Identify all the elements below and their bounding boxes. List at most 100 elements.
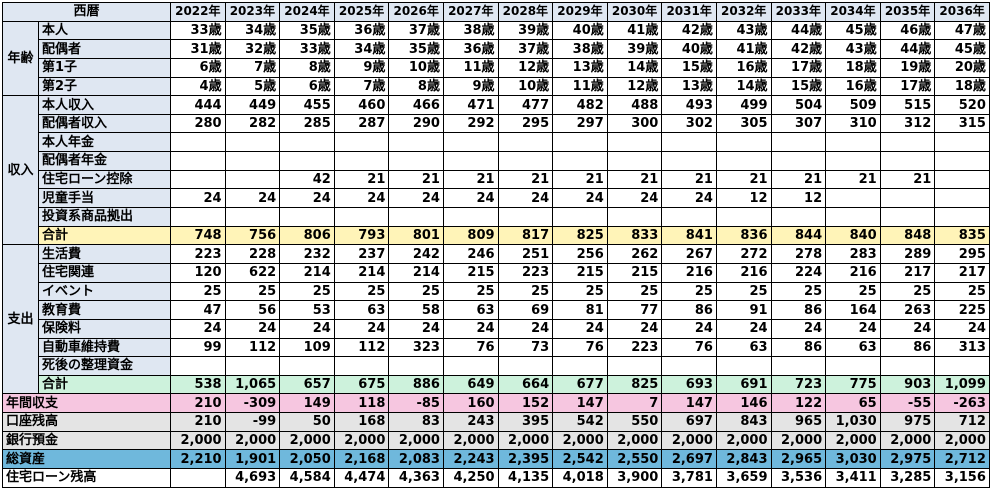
table-cell xyxy=(661,356,717,376)
table-cell: 272 xyxy=(715,244,772,264)
table-cell: 2,975 xyxy=(879,449,936,470)
table-cell: 223 xyxy=(606,337,663,358)
table-cell xyxy=(279,207,335,227)
table-cell: 8歳 xyxy=(388,76,444,97)
table-cell: 24 xyxy=(224,188,281,209)
table-cell: 4歳 xyxy=(170,76,226,97)
table-cell: 246 xyxy=(442,244,499,264)
table-cell: 482 xyxy=(552,95,608,115)
table-cell: 41歳 xyxy=(606,20,663,41)
table-cell: 2,000 xyxy=(934,430,990,451)
table-cell: 1,065 xyxy=(224,374,281,395)
table-cell: 21 xyxy=(715,169,772,190)
table-cell: 2,243 xyxy=(442,449,499,470)
table-cell: 43歳 xyxy=(825,39,881,59)
table-row: 配偶者 31歳 32歳 33歳 34歳 35歳 36歳 37歳 38歳 39歳 40歳 41歳 42歳 4… xyxy=(3,39,990,59)
table-cell: 295 xyxy=(497,113,554,134)
table-cell xyxy=(934,151,990,171)
table-cell: 15歳 xyxy=(770,76,827,97)
table-cell: 11歳 xyxy=(552,76,608,97)
table-cell xyxy=(715,151,772,171)
table-cell: 228 xyxy=(224,244,281,264)
table-cell: 1,901 xyxy=(224,449,281,470)
table-cell: 24 xyxy=(279,188,335,209)
row-label: 保険料 xyxy=(38,318,171,339)
year-header: 2030年 xyxy=(606,2,663,22)
table-cell: 3,285 xyxy=(879,468,936,488)
table-cell: 504 xyxy=(770,95,827,115)
table-cell: 836 xyxy=(715,225,772,246)
table-cell: 471 xyxy=(442,95,499,115)
table-cell xyxy=(279,356,335,376)
table-cell: 38歳 xyxy=(552,39,608,59)
table-cell: 77 xyxy=(606,300,663,320)
table-cell: 45歳 xyxy=(825,20,881,41)
row-label: 配偶者 xyxy=(38,39,171,59)
table-cell: 825 xyxy=(606,374,663,395)
table-cell: 24 xyxy=(442,318,499,339)
table-cell: 817 xyxy=(497,225,554,246)
table-cell: 477 xyxy=(497,95,554,115)
table-cell: 903 xyxy=(879,374,936,395)
table-cell: 7歳 xyxy=(224,57,281,78)
table-cell: 12歳 xyxy=(606,76,663,97)
table-cell: 18歳 xyxy=(825,57,881,78)
row-label: 配偶者年金 xyxy=(38,151,171,171)
table-cell: 24 xyxy=(442,188,499,209)
table-cell: 1,030 xyxy=(825,412,881,432)
table-cell: 300 xyxy=(606,113,663,134)
table-cell: 25 xyxy=(442,281,499,302)
row-label: 合計 xyxy=(38,225,171,246)
table-cell: 310 xyxy=(825,113,881,134)
table-cell xyxy=(770,132,827,153)
table-cell: 164 xyxy=(825,300,881,320)
year-header: 2034年 xyxy=(825,2,881,22)
table-cell xyxy=(661,132,717,153)
table-cell: 6歳 xyxy=(170,57,226,78)
table-cell: 35歳 xyxy=(279,20,335,41)
table-cell: 9歳 xyxy=(333,57,390,78)
table-cell xyxy=(825,151,881,171)
table-cell: 24 xyxy=(497,318,554,339)
year-header: 2032年 xyxy=(715,2,772,22)
table-cell xyxy=(825,207,881,227)
table-cell xyxy=(388,132,444,153)
table-row: 自動車維持費 99 112 109 112 323 76 73 76 223 76 63 86 63 86 3… xyxy=(3,337,990,358)
table-cell: 657 xyxy=(279,374,335,395)
table-cell xyxy=(715,132,772,153)
summary-row: 年間収支 210 -309 149 118 -85 160 152 147 7 147 146 122 6… xyxy=(2,393,990,414)
table-cell: 712 xyxy=(934,412,990,432)
table-cell: 168 xyxy=(333,412,390,432)
table-cell xyxy=(170,132,226,153)
year-header: 2035年 xyxy=(879,2,936,22)
table-cell: 13歳 xyxy=(661,76,717,97)
table-cell xyxy=(497,132,554,153)
table-cell xyxy=(333,132,390,153)
table-cell xyxy=(661,151,717,171)
table-cell xyxy=(825,132,881,153)
table-cell: 39歳 xyxy=(606,39,663,59)
table-cell: 2,697 xyxy=(661,449,717,470)
table-cell: 217 xyxy=(879,262,936,283)
table-cell: 47歳 xyxy=(934,20,990,41)
table-cell: 15歳 xyxy=(661,57,717,78)
table-cell: 232 xyxy=(279,244,335,264)
table-cell: 25 xyxy=(552,281,608,302)
table-cell: 31歳 xyxy=(170,39,226,59)
table-cell: 81 xyxy=(552,300,608,320)
table-cell: 76 xyxy=(442,337,499,358)
table-row: 第1子 6歳 7歳 8歳 9歳 10歳 11歳 12歳 13歳 14歳 15歳 16歳 17歳 18歳 19… xyxy=(3,57,990,78)
table-row: 年齢 本人 33歳 34歳 35歳 36歳 37歳 38歳 39歳 40歳 41歳 42歳 43歳 44歳… xyxy=(2,20,990,97)
table-cell: 21 xyxy=(770,169,827,190)
table-cell: 2,168 xyxy=(333,449,390,470)
table-cell: 21 xyxy=(552,169,608,190)
table-cell: 13歳 xyxy=(552,57,608,78)
year-header: 2025年 xyxy=(333,2,390,22)
table-cell: 283 xyxy=(825,244,881,264)
table-cell: 243 xyxy=(442,412,499,432)
table-cell: 152 xyxy=(497,393,554,414)
table-cell: 242 xyxy=(388,244,444,264)
table-cell: 76 xyxy=(661,337,717,358)
table-cell: 2,395 xyxy=(497,449,554,470)
table-cell xyxy=(170,468,226,488)
